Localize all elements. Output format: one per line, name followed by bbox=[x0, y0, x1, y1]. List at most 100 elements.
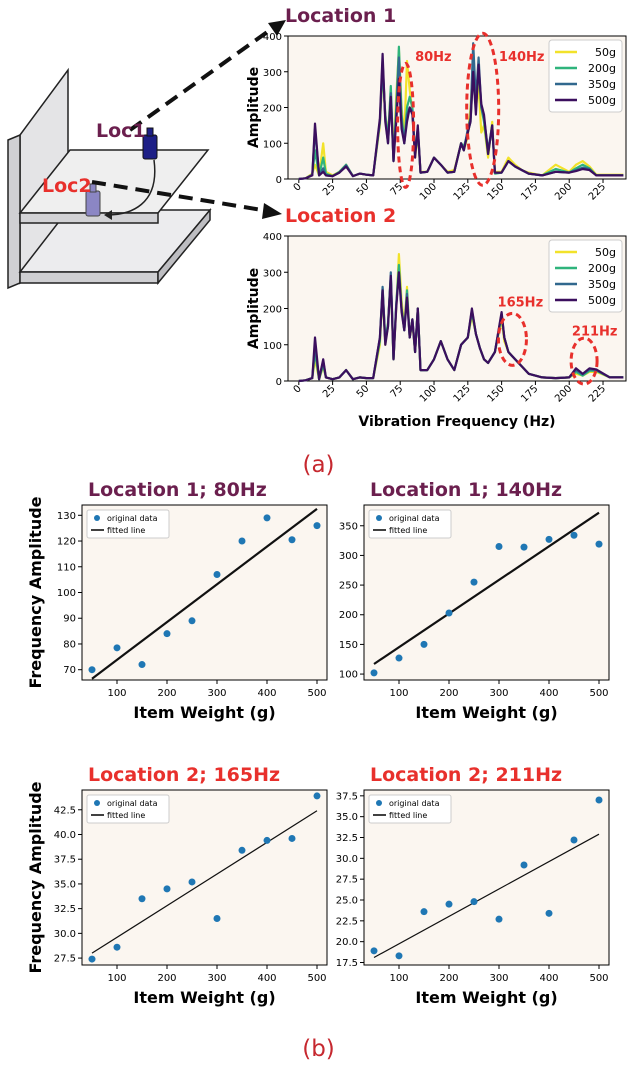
x-tick-label: 100 bbox=[107, 688, 126, 699]
x-tick-label: 400 bbox=[539, 688, 558, 699]
x-tick-label: 200 bbox=[157, 973, 176, 984]
data-point bbox=[113, 644, 121, 652]
legend-label-350g: 350g bbox=[588, 78, 616, 91]
legend-label-points: original data bbox=[107, 799, 158, 808]
freq-annotation: 80Hz bbox=[415, 50, 452, 65]
x-tick-label: 300 bbox=[207, 688, 226, 699]
shelf-illustration: Loc1 Loc2 bbox=[7, 20, 286, 290]
y-tick-label: 100 bbox=[339, 670, 358, 681]
fitted-line bbox=[91, 810, 318, 954]
data-point bbox=[88, 955, 96, 963]
legend-swatch-points bbox=[94, 515, 100, 521]
move-arrow bbox=[106, 159, 156, 216]
x-tick-label: 225 bbox=[587, 383, 608, 404]
fitted-line bbox=[373, 511, 600, 665]
legend-swatch-points bbox=[94, 800, 100, 806]
x-axis-label: Item Weight (g) bbox=[415, 988, 557, 1007]
legend-label-200g: 200g bbox=[588, 262, 616, 275]
y-tick-label: 350 bbox=[339, 521, 358, 532]
highlight-ellipse bbox=[569, 336, 599, 386]
fitted-line bbox=[373, 833, 600, 959]
data-point bbox=[288, 536, 296, 544]
data-point bbox=[213, 915, 221, 923]
y-tick-label: 110 bbox=[57, 562, 76, 573]
y-tick-label: 37.5 bbox=[336, 791, 358, 802]
x-axis-label: Vibration Frequency (Hz) bbox=[358, 414, 555, 430]
data-point bbox=[188, 878, 196, 886]
data-point bbox=[370, 669, 378, 677]
legend-box bbox=[86, 794, 170, 824]
bottle-loc1-icon bbox=[142, 127, 158, 160]
data-point bbox=[520, 861, 528, 869]
y-tick-label: 37.5 bbox=[54, 855, 76, 866]
data-point bbox=[395, 952, 403, 960]
data-point bbox=[88, 666, 96, 674]
legend-label-500g: 500g bbox=[588, 94, 616, 107]
x-tick-label: 100 bbox=[389, 688, 408, 699]
data-point bbox=[470, 578, 478, 586]
y-tick-label: 25.0 bbox=[336, 896, 358, 907]
chart-title: Location 1; 140Hz bbox=[370, 479, 562, 501]
y-tick-label: 27.5 bbox=[54, 954, 76, 965]
x-tick-label: 100 bbox=[418, 383, 439, 404]
x-tick-label: 225 bbox=[587, 181, 608, 200]
y-tick-label: 22.5 bbox=[336, 916, 358, 927]
scatter-chart-location2-211hz: Location 2; 211Hz 17.5 20.0 22.5 25.0 27.5 30.… bbox=[336, 764, 610, 1007]
data-point bbox=[445, 900, 453, 908]
x-tick-label: 150 bbox=[485, 383, 506, 404]
data-point bbox=[313, 522, 321, 530]
x-tick-label: 75 bbox=[389, 181, 406, 198]
legend-label-line: fitted line bbox=[107, 526, 145, 535]
x-tick-label: 200 bbox=[157, 688, 176, 699]
shelf-back-wall-edge bbox=[7, 133, 21, 290]
y-tick-label: 40.0 bbox=[54, 830, 76, 841]
x-tick-label: 75 bbox=[389, 383, 406, 400]
data-point bbox=[238, 537, 246, 545]
y-tick-label: 0 bbox=[276, 175, 282, 186]
x-tick-label: 200 bbox=[439, 688, 458, 699]
y-tick-label: 100 bbox=[57, 588, 76, 599]
data-point bbox=[520, 543, 528, 551]
legend-label-50g: 50g bbox=[595, 246, 616, 259]
x-tick-label: 200 bbox=[553, 181, 574, 200]
data-point bbox=[113, 943, 121, 951]
chart-title: Location 2 bbox=[285, 205, 396, 227]
data-point bbox=[263, 836, 271, 844]
legend-box bbox=[86, 509, 170, 539]
y-tick-label: 27.5 bbox=[336, 875, 358, 886]
x-tick-label: 150 bbox=[485, 181, 506, 200]
x-tick-label: 200 bbox=[553, 383, 574, 404]
arrow-to-location1 bbox=[128, 28, 272, 132]
x-axis-label: Item Weight (g) bbox=[415, 703, 557, 722]
y-tick-label: 20.0 bbox=[336, 937, 358, 948]
x-tick-label: 400 bbox=[257, 688, 276, 699]
data-point bbox=[138, 661, 146, 669]
data-point bbox=[288, 834, 296, 842]
x-tick-label: 25 bbox=[321, 181, 338, 198]
y-axis-label: Frequency Amplitude bbox=[26, 496, 45, 688]
y-tick-label: 80 bbox=[63, 639, 76, 650]
data-point bbox=[545, 909, 553, 917]
fitted-line bbox=[91, 507, 318, 680]
arrow-to-location2-head bbox=[262, 203, 282, 219]
legend-label-points: original data bbox=[389, 799, 440, 808]
scatter-chart-location1-140hz: Location 1; 140Hz 100 150 200 250 300 350 100 20… bbox=[339, 479, 610, 722]
data-point bbox=[595, 796, 603, 804]
data-point bbox=[163, 885, 171, 893]
data-point bbox=[470, 898, 478, 906]
legend-label-line: fitted line bbox=[389, 526, 427, 535]
legend-swatch-points bbox=[376, 515, 382, 521]
y-tick-label: 35.0 bbox=[54, 879, 76, 890]
spectrum-chart-location1: Location 1 0 100 200 300 400 0 25 50 75 100 125 150 1… bbox=[246, 5, 627, 200]
y-tick-label: 300 bbox=[263, 68, 282, 79]
data-point bbox=[263, 514, 271, 522]
part-a-label: (a) bbox=[302, 452, 335, 478]
x-axis-label: Item Weight (g) bbox=[133, 988, 275, 1007]
data-point bbox=[420, 640, 428, 648]
legend-label-200g: 200g bbox=[588, 62, 616, 75]
data-point bbox=[570, 836, 578, 844]
loc1-label: Loc1 bbox=[96, 120, 146, 142]
y-tick-label: 400 bbox=[263, 232, 282, 243]
y-tick-label: 100 bbox=[263, 139, 282, 150]
y-tick-label: 400 bbox=[263, 32, 282, 43]
